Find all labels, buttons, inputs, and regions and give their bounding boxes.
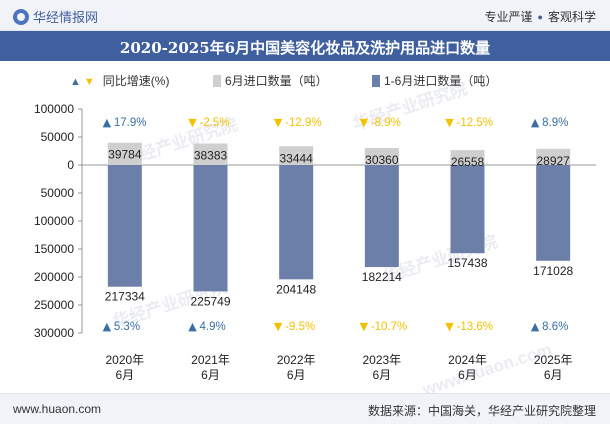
- x-tick-label: 2021年: [191, 353, 230, 367]
- growth-month-label-arrow: ▼: [360, 116, 369, 129]
- bar-month: [193, 143, 228, 165]
- brand: 华经情报网: [13, 7, 98, 26]
- y-tick-label: 200000: [34, 270, 74, 284]
- bar-month: [279, 146, 314, 165]
- growth-month-label: -12.5%: [457, 117, 493, 129]
- y-tick-label: 300000: [34, 326, 74, 340]
- triangle-up-icon: ▲: [70, 76, 81, 88]
- growth-ytd-label-arrow: ▼: [445, 320, 454, 333]
- growth-ytd-label-arrow: ▲: [103, 320, 112, 333]
- legend-swatch-ytd: [372, 75, 380, 87]
- legend-month: 6月进口数量（吨）: [213, 72, 328, 89]
- bar-month: [364, 147, 399, 165]
- data-label-ytd: 182214: [362, 270, 402, 284]
- data-label-month: 26558: [451, 155, 485, 169]
- growth-month-label-arrow: ▲: [531, 116, 540, 129]
- growth-ytd-label: 8.6%: [542, 321, 568, 333]
- bar-month: [450, 150, 485, 165]
- growth-ytd-label-arrow: ▲: [531, 320, 540, 333]
- y-tick-label: 250000: [34, 298, 74, 312]
- x-tick-label: 2023年: [362, 353, 401, 367]
- y-tick-label: 100000: [34, 214, 74, 228]
- growth-ytd-label: -9.5%: [285, 321, 315, 333]
- y-tick-label: 50000: [41, 186, 75, 200]
- x-tick-label: 6月: [458, 368, 477, 382]
- top-bar: 华经情报网 专业严谨 ● 客观科学: [0, 0, 610, 31]
- bar-month: [107, 142, 142, 165]
- legend-month-label: 6月进口数量（吨）: [225, 74, 328, 88]
- growth-ytd-label-arrow: ▼: [274, 320, 283, 333]
- data-label-month: 30360: [365, 153, 399, 167]
- growth-month-label: -8.9%: [371, 117, 401, 129]
- x-tick-label: 6月: [372, 368, 391, 382]
- y-tick-label: 150000: [34, 242, 74, 256]
- bar-ytd: [107, 165, 142, 287]
- chart-title: 2020-2025年6月中国美容化妆品及洗护用品进口数量: [119, 39, 491, 57]
- growth-month-label: 17.9%: [114, 117, 147, 129]
- y-tick-label: 0: [67, 158, 74, 172]
- x-tick-label: 2024年: [448, 353, 487, 367]
- data-label-month: 33444: [279, 151, 313, 165]
- growth-ytd-label: 5.3%: [114, 321, 140, 333]
- growth-ytd-label-arrow: ▼: [360, 320, 369, 333]
- data-label-ytd: 157438: [447, 256, 487, 270]
- data-label-month: 28927: [536, 154, 570, 168]
- bar-month: [536, 148, 571, 165]
- legend-swatch-month: [213, 75, 221, 87]
- growth-ytd-label: -10.7%: [371, 321, 407, 333]
- growth-month-label: -2.5%: [200, 117, 230, 129]
- title-bar: 2020-2025年6月中国美容化妆品及洗护用品进口数量: [0, 31, 610, 61]
- growth-month-label-arrow: ▼: [274, 116, 283, 129]
- growth-month-label-arrow: ▲: [103, 116, 112, 129]
- tagline-left: 专业严谨: [484, 10, 533, 24]
- footer-source: 数据来源：中国海关，华经产业研究院整理: [367, 404, 596, 418]
- x-tick-label: 2025年: [534, 353, 573, 367]
- growth-ytd-label: -13.6%: [457, 321, 493, 333]
- legend-growth-label: 同比增速(%): [102, 74, 170, 88]
- bar-ytd: [193, 165, 228, 292]
- x-tick-label: 6月: [201, 368, 220, 382]
- data-label-month: 38383: [194, 149, 228, 163]
- bar-ytd: [450, 165, 485, 254]
- bar-ytd: [279, 165, 314, 280]
- x-tick-label: 6月: [115, 368, 134, 382]
- y-tick-label: 50000: [41, 130, 75, 144]
- triangle-down-icon: ▼: [83, 76, 95, 88]
- growth-month-label: 8.9%: [542, 117, 568, 129]
- legend-growth: ▲ ▼ 同比增速(%): [70, 72, 169, 89]
- x-tick-label: 2022年: [277, 353, 316, 367]
- y-tick-label: 100000: [34, 102, 74, 116]
- data-label-ytd: 204148: [276, 282, 316, 296]
- legend-ytd-label: 1-6月进口数量（吨）: [384, 74, 498, 88]
- bar-ytd: [536, 165, 571, 261]
- growth-month-label-arrow: ▼: [188, 116, 197, 129]
- tagline-right: 客观科学: [547, 10, 596, 24]
- x-tick-label: 6月: [287, 368, 306, 382]
- dot-icon: ●: [537, 12, 543, 22]
- logo-icon: [13, 9, 29, 25]
- footer: www.huaon.com 数据来源：中国海关，华经产业研究院整理: [0, 393, 610, 424]
- data-label-ytd: 225749: [190, 294, 230, 308]
- x-tick-label: 6月: [544, 368, 563, 382]
- growth-ytd-label: 4.9%: [200, 321, 226, 333]
- bar-ytd: [364, 165, 399, 268]
- legend-ytd: 1-6月进口数量（吨）: [372, 72, 497, 89]
- growth-ytd-label-arrow: ▲: [188, 320, 197, 333]
- data-label-month: 39784: [108, 148, 142, 162]
- data-label-ytd: 217334: [105, 290, 145, 304]
- data-label-ytd: 171028: [533, 264, 573, 278]
- x-tick-label: 2020年: [105, 353, 144, 367]
- footer-site: www.huaon.com: [13, 402, 102, 416]
- tagline: 专业严谨 ● 客观科学: [485, 8, 596, 25]
- brand-name: 华经情报网: [33, 10, 99, 25]
- growth-month-label: -12.9%: [285, 117, 321, 129]
- growth-month-label-arrow: ▼: [445, 116, 454, 129]
